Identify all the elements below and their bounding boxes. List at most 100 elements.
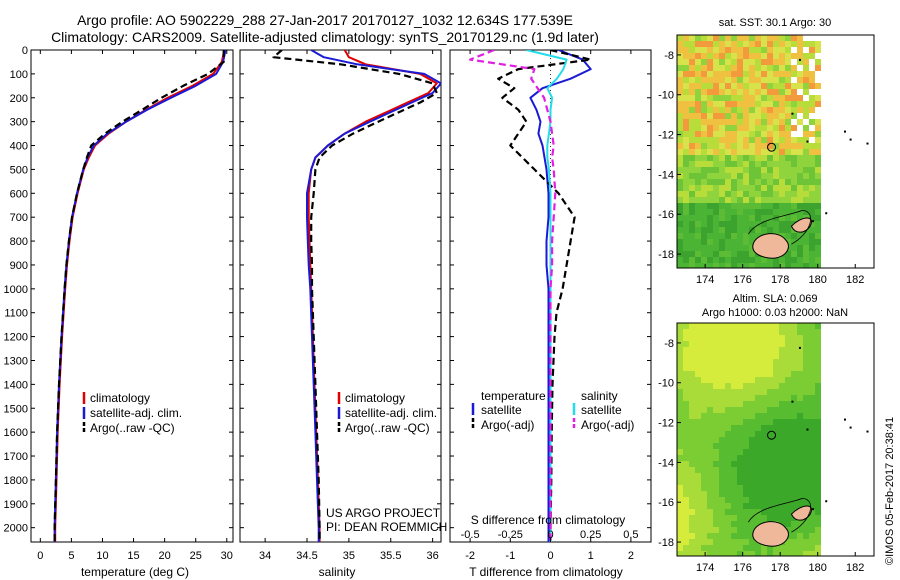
- sla-cell: [797, 449, 803, 455]
- small-island: [849, 426, 852, 429]
- sst-cell: [809, 119, 815, 125]
- sst-cell: [719, 185, 725, 191]
- sla-cell: [779, 437, 785, 443]
- depth-tick-label: 1900: [4, 499, 28, 511]
- sst-cell: [779, 215, 785, 221]
- sst-cell: [761, 89, 767, 95]
- sla-cell: [683, 431, 689, 437]
- sla-cell: [809, 347, 815, 353]
- sla-cell: [689, 353, 695, 359]
- sla-cell: [755, 461, 761, 467]
- sla-cell: [737, 353, 743, 359]
- sla-cell: [707, 497, 713, 503]
- sla-cell: [749, 521, 755, 527]
- sst-cell: [761, 173, 767, 179]
- sst-cell: [749, 161, 755, 167]
- x-tick-label: 34.5: [296, 550, 317, 562]
- sla-cell: [719, 437, 725, 443]
- sla-cell: [677, 533, 683, 539]
- sst-cell: [755, 83, 761, 89]
- sst-cell: [803, 203, 809, 209]
- sst-cell: [809, 263, 815, 268]
- sst-cell: [755, 149, 761, 155]
- sst-cell: [683, 137, 689, 143]
- sst-cell: [689, 95, 695, 101]
- sst-cell: [731, 149, 737, 155]
- sla-cell: [755, 503, 761, 509]
- sla-cell: [689, 455, 695, 461]
- sst-cell: [743, 137, 749, 143]
- sla-cell: [731, 425, 737, 431]
- sla-cell: [749, 425, 755, 431]
- sst-cell: [809, 197, 815, 203]
- sla-cell: [695, 335, 701, 341]
- sla-cell: [695, 353, 701, 359]
- map-lon-tick-label: 176: [733, 274, 751, 286]
- sst-cell: [695, 83, 701, 89]
- sst-cell: [785, 197, 791, 203]
- sst-cell: [731, 215, 737, 221]
- sst-cell: [707, 113, 713, 119]
- sla-cell: [785, 323, 791, 329]
- sst-cell: [761, 131, 767, 137]
- sla-cell: [683, 503, 689, 509]
- sst-cell: [809, 233, 815, 239]
- sst-cell: [797, 209, 803, 215]
- sla-cell: [785, 509, 791, 515]
- sst-cell: [707, 173, 713, 179]
- sst-cell: [725, 197, 731, 203]
- sst-cell: [701, 155, 707, 161]
- sst-cell: [791, 41, 797, 47]
- sst-cell: [761, 161, 767, 167]
- sla-cell: [719, 479, 725, 485]
- sst-cell: [797, 191, 803, 197]
- sla-cell: [791, 383, 797, 389]
- sst-cell: [713, 197, 719, 203]
- sla-cell: [755, 467, 761, 473]
- map-lat-tick-label: -16: [658, 497, 674, 509]
- sst-cell: [683, 227, 689, 233]
- sst-cell: [713, 41, 719, 47]
- sst-cell: [737, 215, 743, 221]
- sla-cell: [767, 473, 773, 479]
- sla-cell: [707, 419, 713, 425]
- figure-title-line2: Climatology: CARS2009. Satellite-adjuste…: [51, 29, 599, 45]
- sst-cell: [779, 101, 785, 107]
- sla-cell: [749, 527, 755, 533]
- legend-label-t-satellite: satellite: [481, 403, 522, 417]
- sla-cell: [701, 323, 707, 329]
- sla-cell: [779, 341, 785, 347]
- sla-cell: [725, 329, 731, 335]
- sst-cell: [695, 227, 701, 233]
- sla-cell: [803, 389, 809, 395]
- sst-cell: [749, 95, 755, 101]
- sla-cell: [815, 383, 821, 389]
- sst-cell: [785, 107, 791, 113]
- sla-cell: [725, 389, 731, 395]
- sst-cell: [791, 101, 797, 107]
- sla-cell: [779, 491, 785, 497]
- sla-cell: [707, 449, 713, 455]
- depth-tick-label: 700: [10, 212, 28, 224]
- sla-cell: [695, 329, 701, 335]
- sst-cell: [797, 77, 803, 83]
- sla-cell: [689, 413, 695, 419]
- sla-cell: [779, 419, 785, 425]
- sla-cell: [797, 341, 803, 347]
- sla-cell: [713, 467, 719, 473]
- sla-cell: [743, 509, 749, 515]
- sla-cell: [791, 467, 797, 473]
- sla-cell: [689, 359, 695, 365]
- sla-cell: [791, 371, 797, 377]
- sst-cell: [695, 233, 701, 239]
- sst-cell: [725, 119, 731, 125]
- sst-cell: [767, 137, 773, 143]
- sla-cell: [737, 539, 743, 545]
- map-lon-tick-label: 174: [696, 562, 714, 574]
- sst-cell: [815, 191, 821, 197]
- sst-cell: [683, 161, 689, 167]
- sla-cell: [779, 389, 785, 395]
- sla-cell: [707, 365, 713, 371]
- sla-cell: [755, 521, 761, 527]
- sla-cell: [683, 353, 689, 359]
